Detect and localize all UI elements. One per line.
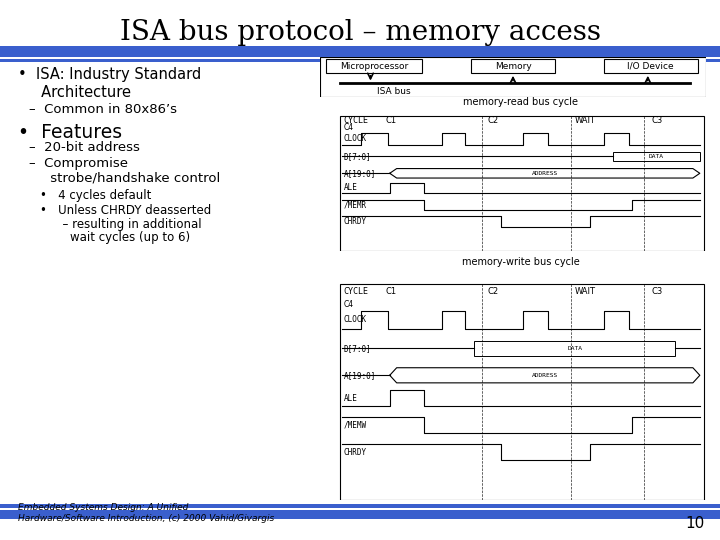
Text: D[7:0]: D[7:0]	[343, 344, 372, 353]
Text: –  Compromise: – Compromise	[29, 157, 128, 170]
Text: D[7:0]: D[7:0]	[343, 152, 372, 161]
Bar	[340, 284, 703, 500]
Bar	[474, 341, 675, 356]
Text: C4: C4	[343, 123, 354, 132]
Bar	[0, 46, 720, 57]
Bar	[613, 152, 700, 161]
Text: memory-read bus cycle: memory-read bus cycle	[463, 97, 578, 107]
Bar	[0, 508, 720, 511]
Text: Microprocessor: Microprocessor	[341, 62, 408, 71]
Bar	[603, 59, 698, 73]
Bar	[0, 59, 720, 62]
Text: – resulting in additional: – resulting in additional	[40, 218, 201, 231]
Text: 10: 10	[685, 516, 704, 531]
Text: •  Features: • Features	[18, 123, 122, 142]
Text: DATA: DATA	[649, 154, 664, 159]
Text: strobe/handshake control: strobe/handshake control	[29, 172, 220, 185]
Text: WAIT: WAIT	[575, 287, 595, 296]
Text: Memory: Memory	[495, 62, 531, 71]
Bar	[326, 59, 423, 73]
Text: C3: C3	[652, 117, 663, 125]
Text: wait cycles (up to 6): wait cycles (up to 6)	[40, 231, 190, 244]
Text: CYCLE: CYCLE	[343, 287, 369, 296]
Text: –  Common in 80x86’s: – Common in 80x86’s	[29, 103, 177, 116]
Text: ADDRESS: ADDRESS	[531, 171, 558, 176]
Text: WAIT: WAIT	[575, 117, 595, 125]
Text: CLOCK: CLOCK	[343, 134, 366, 143]
Text: Architecture: Architecture	[18, 85, 131, 100]
Text: •   Unless CHRDY deasserted: • Unless CHRDY deasserted	[40, 204, 211, 217]
Text: C2: C2	[488, 287, 499, 296]
Bar	[0, 504, 720, 508]
Text: DATA: DATA	[567, 346, 582, 351]
Text: ALE: ALE	[343, 183, 357, 192]
Text: CLOCK: CLOCK	[343, 315, 366, 325]
Text: CHRDY: CHRDY	[343, 448, 366, 457]
Text: C2: C2	[488, 117, 499, 125]
Text: •   4 cycles default: • 4 cycles default	[40, 189, 151, 202]
Bar	[471, 59, 555, 73]
Text: Embedded Systems Design: A Unified
Hardware/Software Introduction, (c) 2000 Vahi: Embedded Systems Design: A Unified Hardw…	[18, 503, 274, 523]
Text: ADDRESS: ADDRESS	[531, 373, 558, 378]
Text: C4: C4	[343, 300, 354, 309]
Bar	[0, 57, 720, 59]
Text: ISA bus: ISA bus	[377, 87, 410, 96]
Text: memory-write bus cycle: memory-write bus cycle	[462, 257, 580, 267]
Text: C1: C1	[386, 287, 397, 296]
Text: –  20-bit address: – 20-bit address	[29, 141, 140, 154]
Text: I/O Device: I/O Device	[627, 62, 674, 71]
Text: C3: C3	[652, 287, 663, 296]
Text: CYCLE: CYCLE	[343, 117, 369, 125]
Text: C1: C1	[386, 117, 397, 125]
Text: /MEMR: /MEMR	[343, 200, 366, 209]
Text: ALE: ALE	[343, 394, 357, 403]
Text: CHRDY: CHRDY	[343, 217, 366, 226]
Bar	[340, 116, 703, 251]
Text: A[19:0]: A[19:0]	[343, 371, 376, 380]
Text: ISA bus protocol – memory access: ISA bus protocol – memory access	[120, 19, 600, 46]
Text: •  ISA: Industry Standard: • ISA: Industry Standard	[18, 68, 202, 83]
Text: /MEMW: /MEMW	[343, 421, 366, 430]
Bar	[0, 510, 720, 519]
Text: A[19:0]: A[19:0]	[343, 169, 376, 178]
